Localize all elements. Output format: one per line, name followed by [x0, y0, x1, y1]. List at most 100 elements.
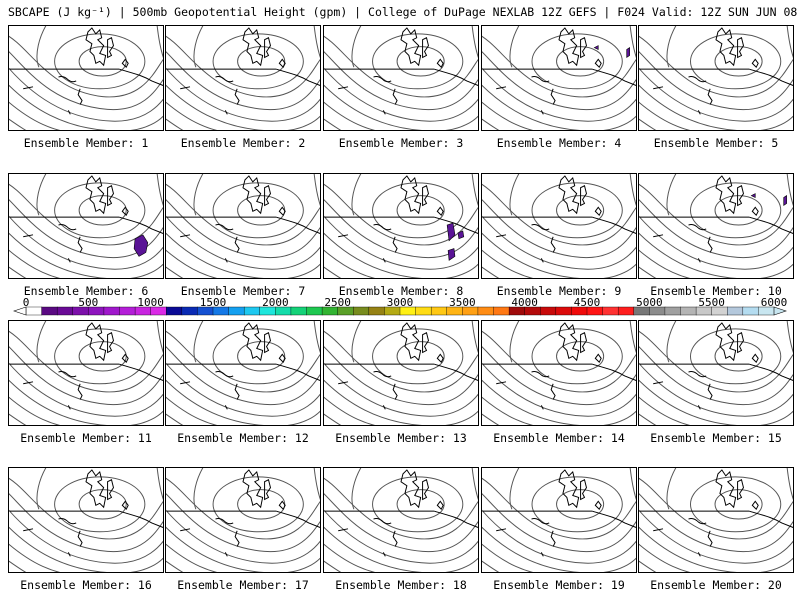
height-contours — [166, 26, 320, 130]
coastlines — [166, 175, 320, 263]
colorbar-swatch — [353, 306, 370, 316]
ensemble-member-label: Ensemble Member: 6 — [23, 284, 149, 298]
colorbar-min-arrow — [13, 306, 27, 316]
height-contours — [482, 468, 636, 572]
colorbar-swatch — [742, 306, 759, 316]
coastlines — [482, 175, 636, 263]
ensemble-member-label: Ensemble Member: 9 — [496, 284, 622, 298]
colorbar-swatch — [56, 306, 74, 316]
ensemble-member-label: Ensemble Member: 20 — [650, 578, 782, 592]
colorbar-swatch — [680, 306, 697, 316]
coastlines — [9, 469, 163, 557]
cape-shading — [446, 222, 465, 261]
coastlines — [9, 322, 163, 410]
map-canvas — [9, 26, 163, 130]
coastlines — [324, 27, 478, 115]
map-canvas — [324, 174, 478, 278]
colorbar-swatch — [368, 306, 385, 316]
colorbar-swatch — [415, 306, 432, 316]
colorbar-swatch — [555, 306, 572, 316]
map-canvas — [639, 321, 793, 425]
colorbar-tick-label: 4000 — [511, 296, 538, 309]
map-canvas — [324, 321, 478, 425]
colorbar-tick-label: 3500 — [449, 296, 476, 309]
ensemble-member-map — [638, 173, 794, 279]
colorbar-tick-label: 6000 — [760, 296, 788, 309]
coastlines — [9, 175, 163, 263]
ensemble-member-map — [481, 320, 637, 426]
ensemble-member-label: Ensemble Member: 10 — [650, 284, 782, 298]
coastlines — [166, 27, 320, 115]
colorbar-swatch — [290, 306, 307, 316]
ensemble-member-map — [165, 467, 321, 573]
coastlines — [639, 322, 793, 410]
map-canvas — [9, 174, 163, 278]
map-canvas — [324, 468, 478, 572]
height-contours — [9, 26, 163, 130]
height-contours — [639, 321, 793, 425]
map-canvas — [166, 321, 320, 425]
height-contours — [9, 321, 163, 425]
height-contours — [324, 174, 478, 278]
map-canvas — [482, 321, 636, 425]
colorbar-tick-label: 0 — [22, 296, 30, 309]
ensemble-member-label: Ensemble Member: 12 — [177, 431, 309, 445]
ensemble-member-map — [8, 173, 164, 279]
colorbar-tick-label: 5500 — [698, 296, 725, 309]
map-canvas — [166, 468, 320, 572]
ensemble-member-label: Ensemble Member: 2 — [180, 136, 306, 150]
ensemble-member-map — [8, 320, 164, 426]
height-contours — [324, 321, 478, 425]
ensemble-member-map — [481, 173, 637, 279]
map-canvas — [482, 468, 636, 572]
height-contours — [482, 174, 636, 278]
ensemble-member-label: Ensemble Member: 8 — [338, 284, 464, 298]
colorbar-swatch — [41, 306, 58, 316]
ensemble-member-map — [323, 320, 479, 426]
cape-shading — [133, 234, 149, 257]
coastlines — [639, 469, 793, 557]
ensemble-member-map — [165, 320, 321, 426]
coastlines — [324, 175, 478, 263]
map-canvas — [482, 174, 636, 278]
ensemble-member-map — [165, 25, 321, 131]
height-contours — [639, 468, 793, 572]
ensemble-member-map — [481, 25, 637, 131]
height-contours — [9, 174, 163, 278]
colorbar-tick-label: 1500 — [199, 296, 227, 309]
colorbar-swatch — [166, 306, 183, 316]
ensemble-member-label: Ensemble Member: 11 — [20, 431, 152, 445]
colorbar-swatch — [617, 306, 635, 316]
ensemble-member-map — [481, 467, 637, 573]
ensemble-member-label: Ensemble Member: 17 — [177, 578, 309, 592]
ensemble-member-label: Ensemble Member: 1 — [23, 136, 149, 150]
map-canvas — [639, 26, 793, 130]
colorbar-swatch — [306, 306, 323, 316]
ensemble-member-map — [638, 467, 794, 573]
ensemble-member-label: Ensemble Member: 18 — [335, 578, 467, 592]
colorbar-tick-label: 4500 — [573, 296, 601, 309]
ensemble-member-map — [165, 173, 321, 279]
colorbar-swatch — [243, 306, 261, 316]
map-canvas — [9, 468, 163, 572]
coastlines — [166, 322, 320, 410]
height-contours — [166, 174, 320, 278]
colorbar-swatch — [119, 306, 136, 316]
coastlines — [324, 322, 478, 410]
map-canvas — [9, 321, 163, 425]
ensemble-member-label: Ensemble Member: 4 — [496, 136, 622, 150]
colorbar-tick-label: 5000 — [636, 296, 663, 309]
ensemble-member-label: Ensemble Member: 16 — [20, 578, 152, 592]
height-contours — [482, 321, 636, 425]
ensemble-member-label: Ensemble Member: 3 — [338, 136, 464, 150]
map-canvas — [324, 26, 478, 130]
height-contours — [324, 26, 478, 130]
colorbar-scale — [13, 306, 787, 316]
colorbar-swatch — [664, 306, 682, 316]
coastlines — [9, 27, 163, 115]
height-contours — [324, 468, 478, 572]
colorbar-swatch — [181, 306, 198, 316]
colorbar-tick-label: 2000 — [262, 296, 289, 309]
map-canvas — [166, 174, 320, 278]
coastlines — [324, 469, 478, 557]
